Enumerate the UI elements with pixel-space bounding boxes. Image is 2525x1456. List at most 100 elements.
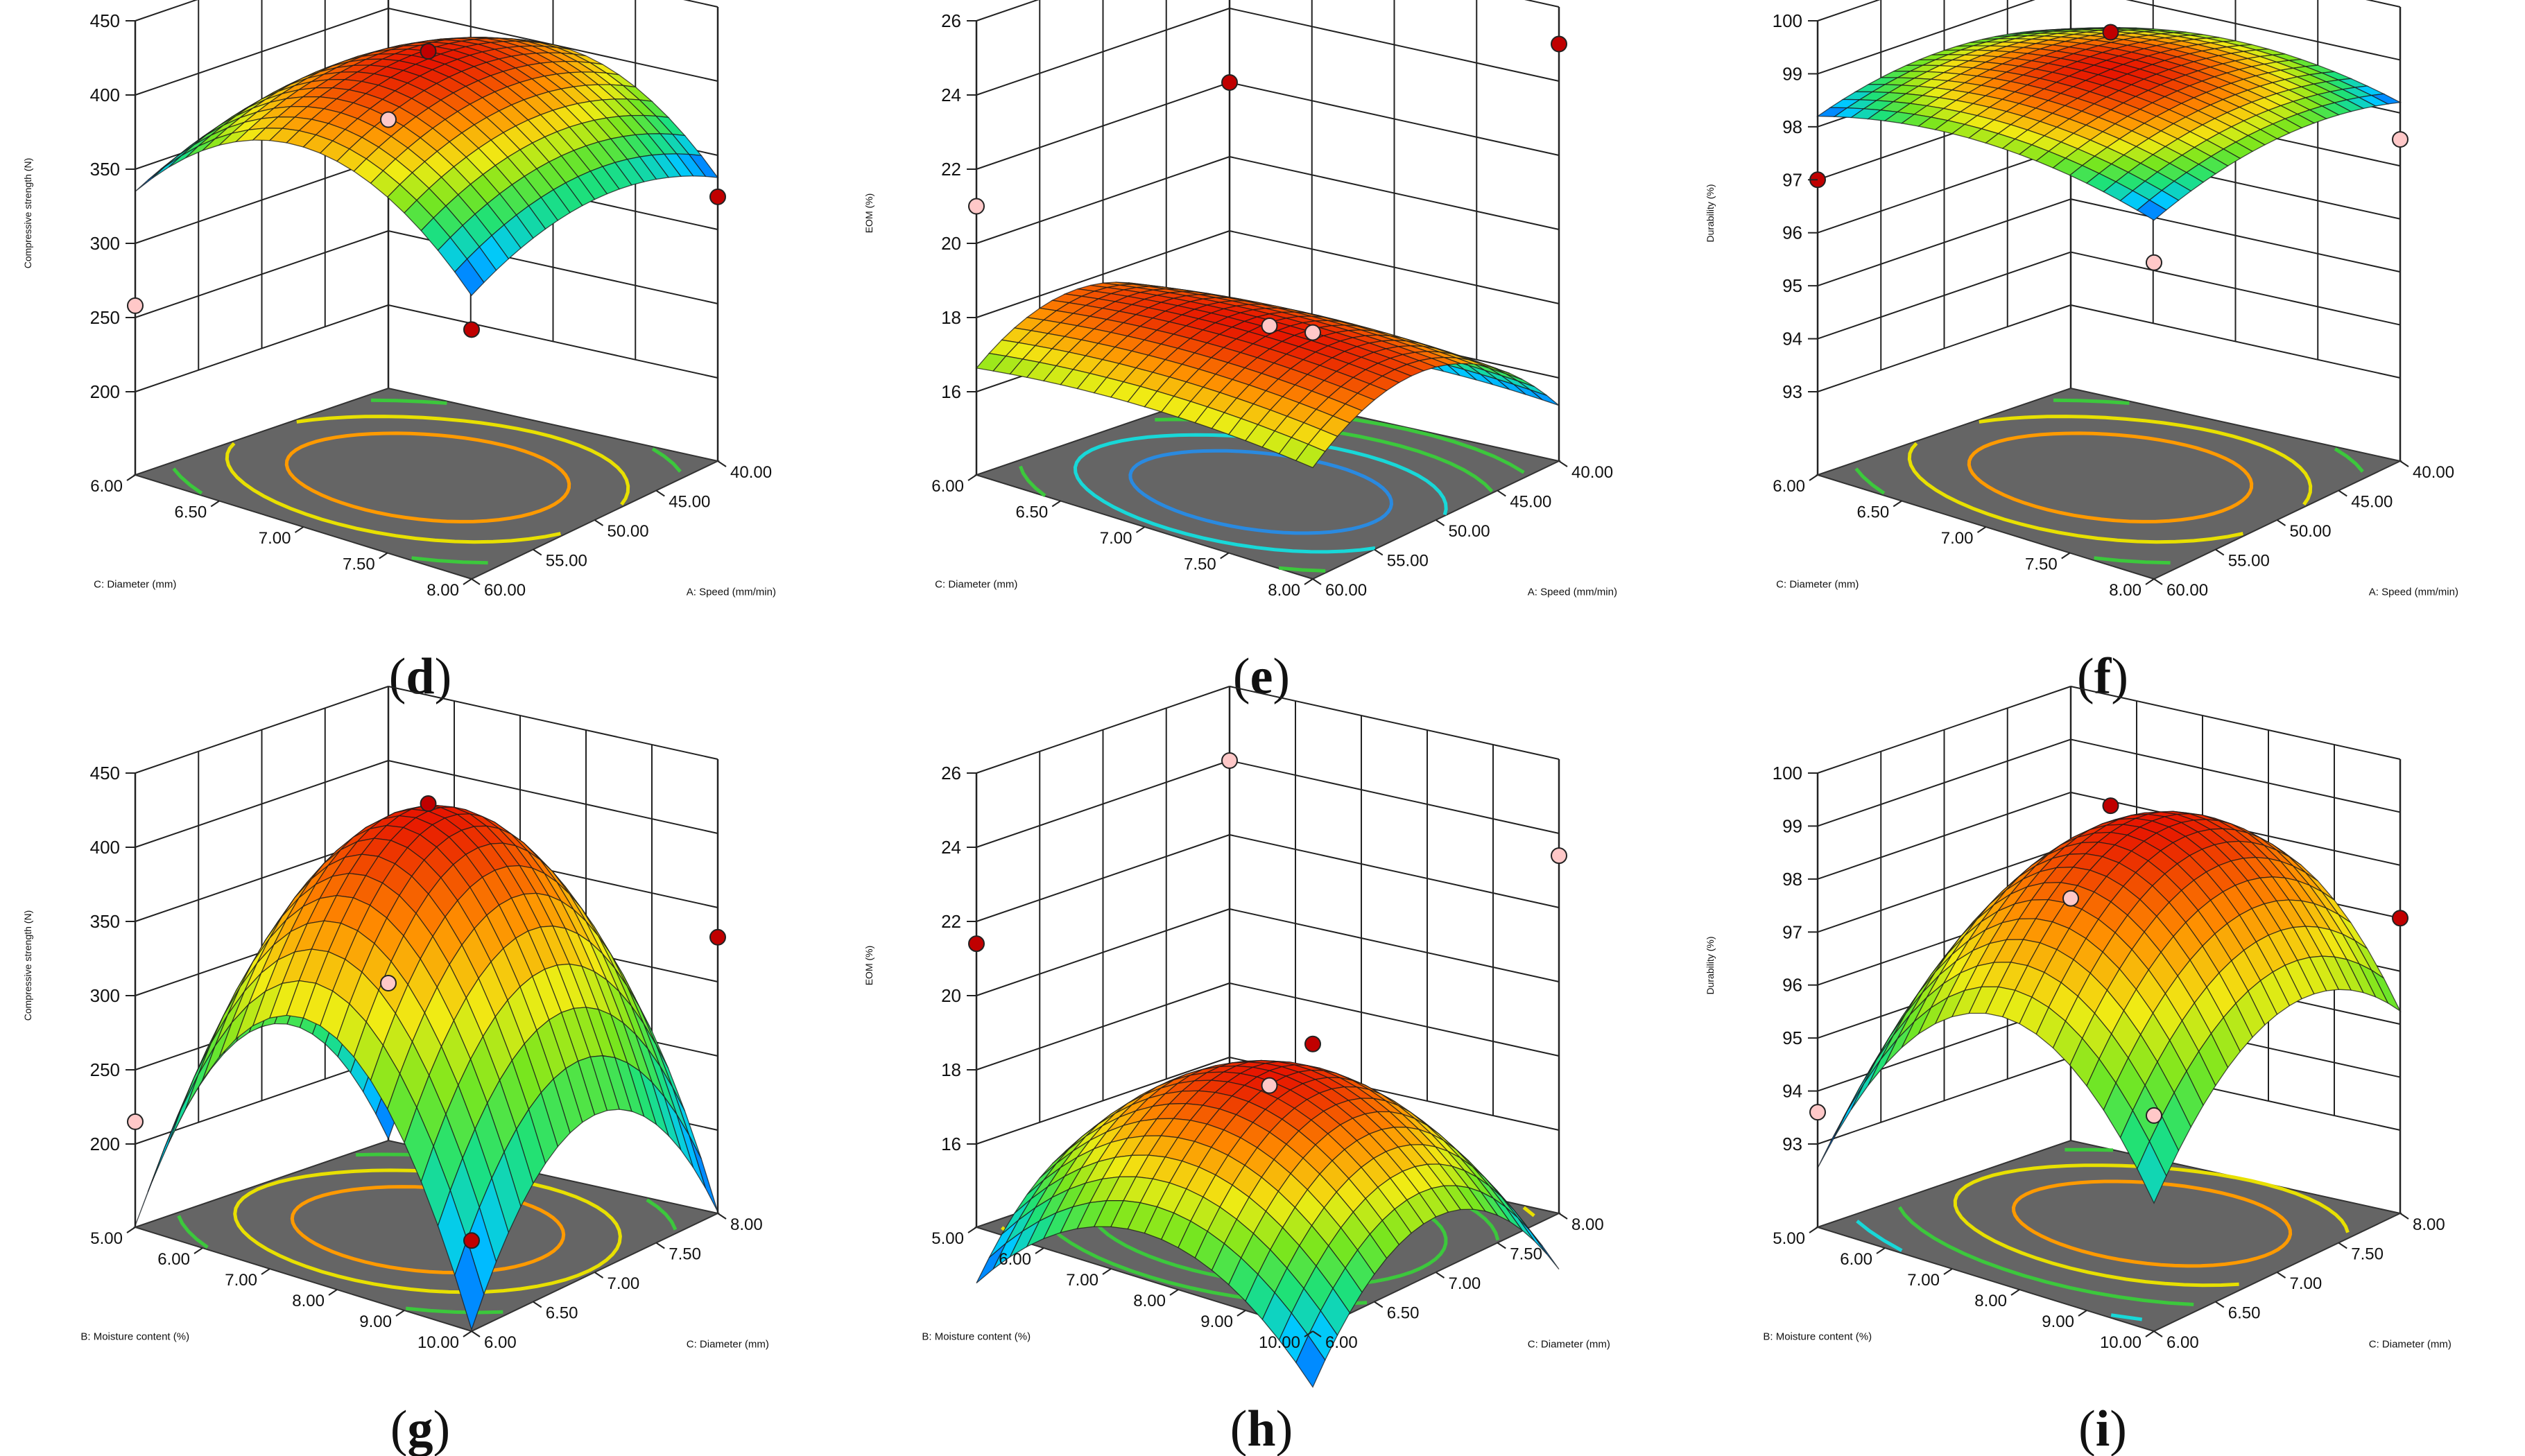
z-tick-label: 99 xyxy=(1782,815,1802,836)
contour-line xyxy=(405,1306,503,1315)
design-point xyxy=(420,795,437,813)
panel-label: (e) xyxy=(1233,648,1290,705)
z-tick-label: 96 xyxy=(1782,223,1802,243)
surface-facet xyxy=(1868,1038,1898,1086)
design-point xyxy=(380,111,397,128)
z-tick-label: 450 xyxy=(90,10,120,31)
left-axis-tick-label: 6.50 xyxy=(1016,503,1049,522)
design-point xyxy=(1304,324,1321,341)
left-axis-title: C: Diameter (mm) xyxy=(94,579,176,591)
left-axis-tick-label: 7.00 xyxy=(259,529,291,548)
right-axis-title: C: Diameter (mm) xyxy=(2369,1339,2451,1351)
contour-line xyxy=(2011,1179,2293,1268)
right-axis-tick-label: 45.00 xyxy=(669,493,710,512)
z-tick-label: 400 xyxy=(90,85,120,105)
z-tick-label: 18 xyxy=(941,307,961,328)
right-axis-tick xyxy=(1558,460,1568,467)
right-axis-tick-label: 6.00 xyxy=(1325,1333,1358,1352)
left-axis-tick-label: 10.00 xyxy=(1259,1333,1300,1352)
right-axis-title: C: Diameter (mm) xyxy=(687,1339,769,1351)
right-axis-tick xyxy=(533,1301,542,1308)
right-axis-tick xyxy=(1497,1242,1506,1249)
left-axis-tick xyxy=(126,1227,136,1233)
right-axis-tick xyxy=(1435,519,1445,526)
left-axis-tick-label: 6.00 xyxy=(1773,477,1805,496)
grid-line xyxy=(1229,908,1560,982)
left-axis-tick-label: 8.00 xyxy=(1974,1292,2007,1310)
response-surface xyxy=(135,804,718,1331)
contour-line xyxy=(290,1185,566,1275)
z-tick-label: 94 xyxy=(1782,329,1802,349)
grid-line xyxy=(388,686,718,760)
left-axis-tick-label: 7.50 xyxy=(1184,555,1216,574)
response-surface xyxy=(135,37,719,297)
z-tick-label: 95 xyxy=(1782,275,1802,296)
left-axis-tick-label: 10.00 xyxy=(2100,1333,2141,1352)
left-axis-tick xyxy=(1809,1227,1818,1233)
right-axis-tick xyxy=(533,548,542,556)
contour-floor xyxy=(1815,1139,2403,1333)
grid-line xyxy=(388,760,718,834)
left-axis-tick-label: 8.00 xyxy=(292,1292,325,1310)
left-axis-tick-label: 8.00 xyxy=(1133,1292,1166,1310)
left-axis-tick xyxy=(2145,578,2155,585)
z-tick-label: 26 xyxy=(941,10,961,31)
left-axis-tick-label: 5.00 xyxy=(931,1229,964,1248)
design-point xyxy=(709,928,726,946)
z-tick-label: 93 xyxy=(1782,381,1802,402)
z-tick-label: 98 xyxy=(1782,116,1802,137)
z-tick-label: 20 xyxy=(941,233,961,254)
design-point xyxy=(420,43,437,60)
left-axis-tick xyxy=(1809,474,1818,481)
z-tick-label: 100 xyxy=(1773,763,1802,783)
surface-facet xyxy=(2137,1140,2167,1204)
left-axis-tick-label: 6.50 xyxy=(1857,503,1890,522)
right-axis-tick xyxy=(594,519,604,526)
design-point xyxy=(2102,24,2119,41)
design-point xyxy=(1261,317,1278,334)
right-axis-tick-label: 8.00 xyxy=(730,1215,763,1234)
right-axis-tick xyxy=(1374,1301,1384,1308)
right-axis-tick-label: 7.50 xyxy=(1510,1245,1542,1264)
right-axis-tick xyxy=(2153,1331,2163,1337)
z-tick-label: 93 xyxy=(1782,1134,1802,1154)
z-tick-label: 400 xyxy=(90,837,120,858)
panel-label: (i) xyxy=(2078,1401,2127,1456)
right-axis-tick-label: 6.00 xyxy=(2166,1333,2199,1352)
contour-line xyxy=(1897,1206,2194,1306)
left-axis-tick xyxy=(1051,500,1061,508)
design-point xyxy=(1221,752,1238,769)
right-axis-tick-label: 60.00 xyxy=(484,581,526,600)
right-axis-title: A: Speed (mm/min) xyxy=(2369,587,2458,598)
left-axis-tick-label: 6.00 xyxy=(999,1250,1031,1269)
contour-line xyxy=(1854,467,1886,495)
z-tick-label: 350 xyxy=(90,159,120,180)
right-axis-tick xyxy=(2338,489,2347,497)
contour-line xyxy=(2053,398,2130,405)
left-axis-tick-label: 7.00 xyxy=(1100,529,1132,548)
left-axis-tick xyxy=(967,1227,977,1233)
design-point xyxy=(1551,35,1567,53)
panel-i: 93 94 95 96 97 98 99 100 Durability (%) 5.00 6.00 7… xyxy=(1705,686,2451,1456)
left-axis-tick xyxy=(1893,500,1902,508)
design-point xyxy=(709,188,726,205)
left-axis-tick-label: 5.00 xyxy=(90,1229,123,1248)
right-axis-tick xyxy=(655,1242,665,1249)
z-tick-label: 96 xyxy=(1782,975,1802,996)
contour-line xyxy=(2110,1313,2143,1321)
grid-line xyxy=(1229,686,1560,760)
contour-line xyxy=(1907,442,2243,544)
panel-e: 16 18 20 22 24 26 EOM (%) 6.00 6.50 7.00 7.50 8.00 C… xyxy=(863,0,1617,705)
grid-line xyxy=(2070,686,2401,760)
panel-h: 16 18 20 22 24 26 EOM (%) 5.00 6.00 7.00 8.00 9.00 1… xyxy=(863,686,1610,1456)
left-axis-tick-label: 9.00 xyxy=(1200,1312,1233,1331)
right-axis-tick-label: 40.00 xyxy=(1571,463,1613,482)
right-axis-tick xyxy=(2399,460,2409,467)
response-surface xyxy=(1817,811,2402,1204)
left-axis-tick xyxy=(2061,552,2071,560)
right-axis-tick xyxy=(2276,519,2286,526)
left-axis-tick xyxy=(463,578,472,585)
left-axis-tick-label: 8.00 xyxy=(2109,581,2141,600)
right-axis-tick xyxy=(2153,578,2163,585)
